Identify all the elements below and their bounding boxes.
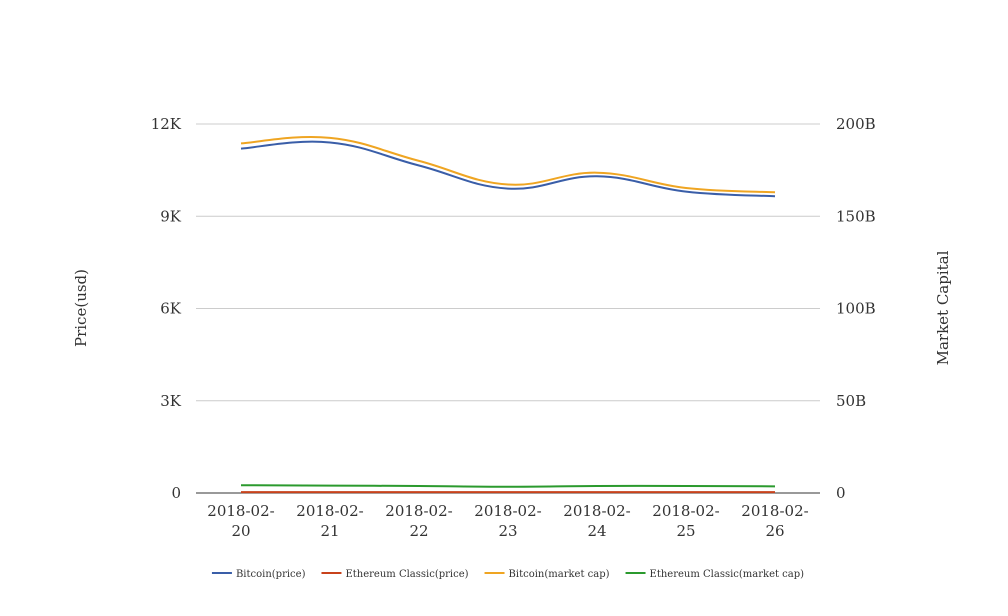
right-axis-title: Market Capital [934, 250, 952, 365]
right-tick-label: 200B [836, 115, 876, 133]
right-axis-ticks: 0 50B 100B 150B 200B [836, 115, 876, 502]
left-tick-label: 12K [151, 115, 182, 133]
legend-item[interactable]: Bitcoin(market cap) [484, 569, 610, 580]
x-tick-label: 2018-02-20 [207, 502, 274, 540]
left-axis-ticks: 0 3K 6K 9K 12K [151, 115, 182, 502]
left-axis-title: Price(usd) [72, 269, 90, 347]
right-tick-label: 100B [836, 300, 876, 318]
left-tick-label: 9K [160, 207, 182, 225]
left-tick-label: 3K [160, 392, 182, 410]
legend-label: Ethereum Classic(market cap) [650, 569, 805, 580]
series-layer [240, 135, 776, 494]
right-tick-label: 0 [836, 484, 846, 502]
left-tick-label: 0 [171, 484, 181, 502]
x-tick-label: 2018-02-23 [474, 502, 541, 540]
right-tick-label: 50B [836, 392, 866, 410]
x-tick-label: 2018-02-24 [563, 502, 630, 540]
x-tick-label: 2018-02-26 [741, 502, 808, 540]
legend: Bitcoin(price) Ethereum Classic(price) Bit… [211, 569, 805, 580]
left-tick-label: 6K [160, 300, 182, 318]
legend-item[interactable]: Bitcoin(price) [211, 569, 306, 580]
x-tick-label: 2018-02-22 [385, 502, 452, 540]
series-line-ethereum-classic-market-cap [240, 484, 776, 488]
series-line-bitcoin-price [240, 140, 776, 198]
x-axis-ticks: 2018-02-20 2018-02-21 2018-02-22 2018-02-23… [207, 502, 808, 540]
x-tick-label: 2018-02-21 [296, 502, 363, 540]
legend-label: Ethereum Classic(price) [345, 569, 468, 580]
series-line-bitcoin-market-cap [240, 135, 776, 194]
legend-label: Bitcoin(price) [236, 569, 306, 580]
legend-item[interactable]: Ethereum Classic(market cap) [625, 569, 805, 580]
x-tick-label: 2018-02-25 [652, 502, 719, 540]
right-tick-label: 150B [836, 207, 876, 225]
gridlines [196, 123, 820, 402]
legend-item[interactable]: Ethereum Classic(price) [321, 569, 469, 580]
legend-label: Bitcoin(market cap) [509, 569, 610, 580]
